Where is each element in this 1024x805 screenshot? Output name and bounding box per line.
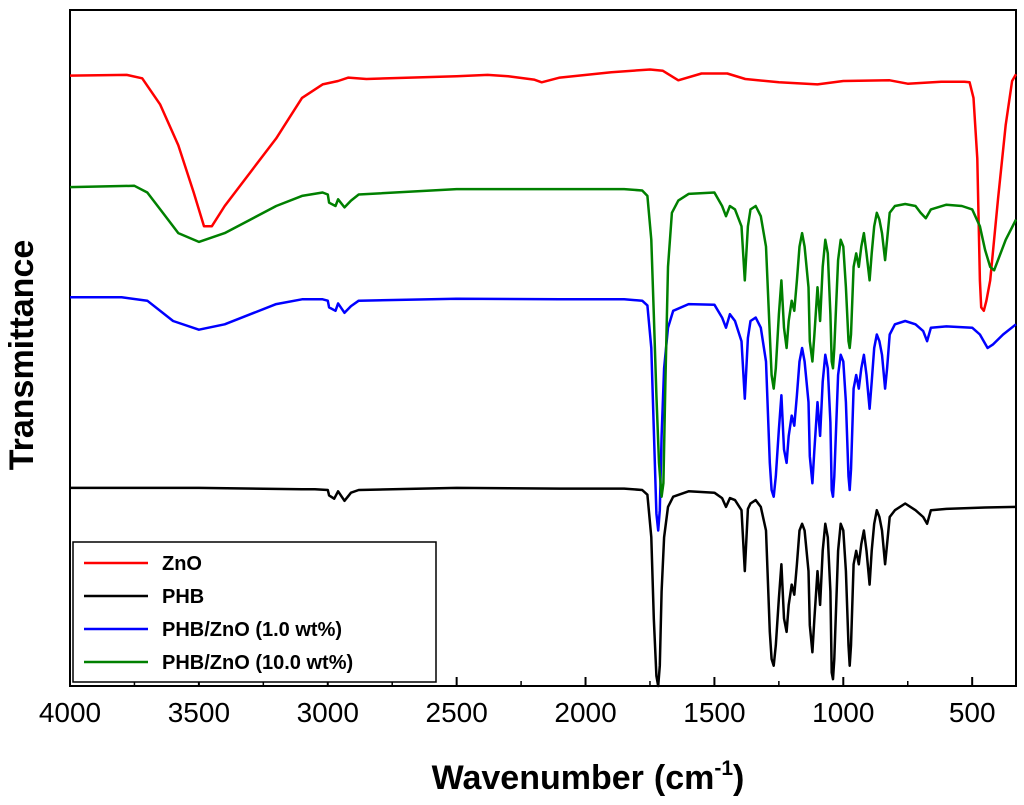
legend-label-zno: ZnO [162,553,202,575]
legend-label-phb: PHB [162,586,204,608]
legend-label-phb-zno-10-0-wt: PHB/ZnO (10.0 wt%) [162,652,353,674]
x-axis-unit-close: ) [733,759,744,797]
x-tick-label-500: 500 [949,697,996,728]
series-group [69,68,1018,688]
legend-label-phb-zno-1-0-wt: PHB/ZnO (1.0 wt%) [162,619,342,641]
x-tick-label-2500: 2500 [426,697,488,728]
series-line-phb [70,486,1017,688]
y-axis-title: Transmittance [3,240,41,471]
x-tick-label-2000: 2000 [554,697,616,728]
series-line-phb-zno-1-0-wt [70,296,1017,532]
x-tick-label-1500: 1500 [683,697,745,728]
x-axis-unit: (cm [654,759,714,797]
plot-frame [69,9,1017,687]
series-line-zno [69,68,1018,313]
series-line-phb-zno-10-0-wt [69,184,1018,498]
x-axis: 4000 3500 3000 2500 2000 1500 1000 500 [39,677,996,728]
x-axis-label: Wavenumber [432,759,644,797]
x-axis-unit-exponent: -1 [714,757,733,780]
x-tick-label-1000: 1000 [812,697,874,728]
x-tick-label-4000: 4000 [39,697,101,728]
legend-box [72,541,437,683]
legend: ZnO PHB PHB/ZnO (1.0 wt%) PHB/ZnO (10.0 wt%… [72,541,437,683]
x-tick-label-3500: 3500 [168,697,230,728]
x-tick-label-3000: 3000 [297,697,359,728]
x-axis-title: Wavenumber (cm-1) [432,757,745,797]
